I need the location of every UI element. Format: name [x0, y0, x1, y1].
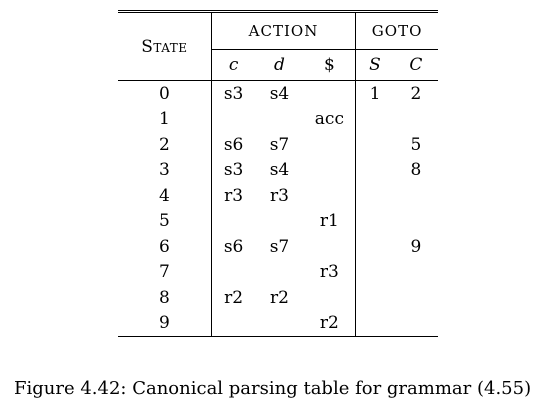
goto-C-cell — [394, 183, 438, 209]
state-cell: 0 — [118, 80, 212, 107]
table-row: 0 s3 s4 1 2 — [118, 80, 438, 107]
state-header: State — [118, 11, 212, 81]
action-d-cell: s4 — [269, 160, 290, 181]
table-row: 4 r3 r3 — [118, 183, 438, 209]
action-end-cell — [303, 132, 357, 158]
goto-S-cell — [356, 183, 394, 209]
goto-symbol-S: S — [355, 49, 394, 81]
table-body: 0 s3 s4 1 2 1 acc 2 s6 s7 5 3 s3 s4 8 4 r3 r3 5 r1 6 s6 s7 9 7 r3… — [118, 80, 438, 337]
table-row: 5 r1 — [118, 208, 438, 235]
action-d-cell — [255, 107, 303, 133]
goto-S-cell — [356, 132, 394, 158]
action-symbol-c: c — [211, 49, 256, 81]
goto-S-cell — [356, 158, 394, 184]
state-cell: 4 — [118, 183, 212, 209]
goto-C-cell — [394, 285, 438, 311]
action-d-cell: r3 — [270, 185, 289, 206]
goto-S-cell: 1 — [369, 83, 381, 104]
action-end-cell — [303, 234, 357, 260]
action-d-cell: s4 — [269, 83, 290, 104]
action-d-cell — [255, 310, 304, 337]
action-header: ACTION — [211, 11, 357, 50]
action-c-cell — [211, 310, 256, 337]
goto-S-cell — [356, 107, 394, 133]
state-cell: 3 — [118, 157, 212, 183]
state-cell: 5 — [118, 208, 212, 234]
goto-C-cell: 2 — [410, 83, 422, 104]
action-end-cell — [303, 80, 357, 107]
state-cell: 9 — [118, 310, 212, 337]
goto-S-cell — [356, 209, 394, 235]
action-c-cell — [211, 107, 255, 133]
action-c-cell: s6 — [223, 134, 244, 155]
action-c-cell — [211, 209, 255, 235]
action-c-cell: s3 — [223, 160, 244, 181]
table-row: 9 r2 — [118, 310, 438, 337]
action-d-cell — [255, 260, 303, 286]
goto-C-cell — [394, 107, 438, 133]
state-cell: 6 — [118, 234, 212, 260]
action-c-cell: s3 — [223, 83, 244, 104]
goto-C-cell: 8 — [410, 160, 422, 181]
table-row: 3 s3 s4 8 — [118, 157, 438, 184]
state-cell: 8 — [118, 285, 212, 311]
goto-S-cell — [356, 234, 394, 260]
table-row: 2 s6 s7 5 — [118, 132, 438, 158]
table-row: 1 acc — [118, 106, 438, 133]
goto-C-cell: 9 — [410, 236, 422, 257]
state-cell: 7 — [118, 259, 212, 285]
action-c-cell: r3 — [224, 185, 244, 206]
action-d-cell: r2 — [270, 287, 289, 308]
action-end-cell — [303, 183, 357, 209]
action-end-cell: r3 — [303, 259, 357, 285]
goto-S-cell — [356, 260, 394, 286]
action-c-cell: r2 — [224, 287, 244, 308]
action-end-cell — [303, 157, 357, 183]
action-d-cell: s7 — [269, 134, 290, 155]
figure-caption: Figure 4.42: Canonical parsing table for… — [14, 378, 532, 399]
action-c-cell: s6 — [223, 236, 244, 257]
action-symbol-end: $ — [303, 49, 357, 81]
action-end-cell: acc — [303, 106, 357, 132]
action-end-cell: r1 — [303, 208, 357, 234]
goto-C-cell: 5 — [410, 134, 422, 155]
goto-header: GOTO — [355, 11, 438, 50]
state-cell: 2 — [118, 132, 212, 158]
goto-C-cell — [393, 310, 438, 337]
action-d-cell: s7 — [269, 236, 290, 257]
goto-S-cell — [356, 285, 394, 311]
table-row: 8 r2 r2 — [118, 285, 438, 311]
goto-S-cell — [355, 310, 394, 337]
goto-C-cell — [394, 209, 438, 235]
goto-C-cell — [394, 260, 438, 286]
action-d-cell — [255, 209, 303, 235]
table-row: 6 s6 s7 9 — [118, 234, 438, 260]
action-c-cell — [211, 260, 255, 286]
action-end-cell: r2 — [303, 310, 357, 337]
table-row: 7 r3 — [118, 259, 438, 286]
action-symbol-d: d — [255, 49, 304, 81]
action-end-cell — [303, 285, 357, 311]
parsing-table: State ACTION GOTO c d $ S C 0 s3 s4 1 2 1 acc 2… — [118, 10, 438, 337]
goto-symbol-C: C — [393, 49, 438, 81]
state-cell: 1 — [118, 106, 212, 132]
